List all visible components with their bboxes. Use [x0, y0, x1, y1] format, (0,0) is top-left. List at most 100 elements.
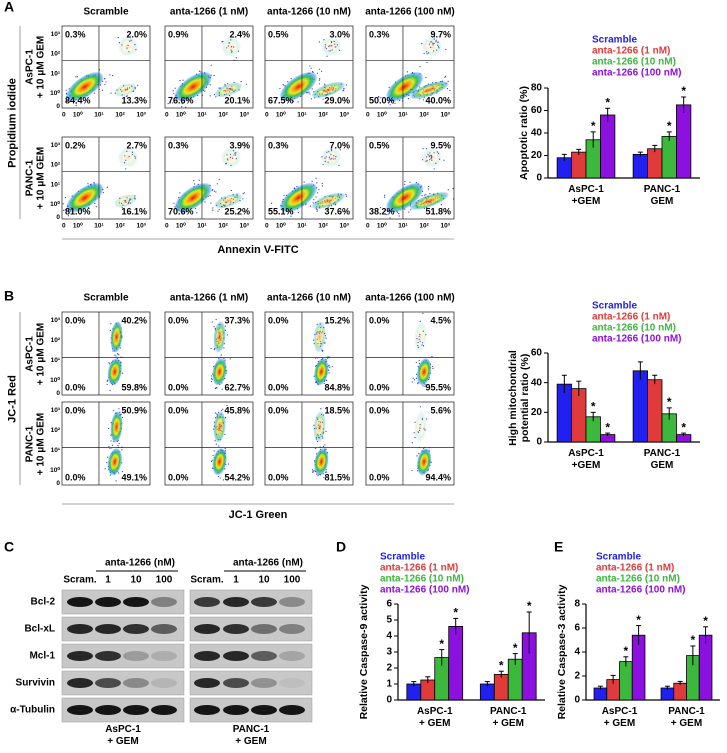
y-tick-label: 10¹: [51, 181, 60, 188]
x-tick-label: 10²: [419, 223, 429, 230]
density-blob: [314, 447, 329, 476]
event-dot: [118, 354, 120, 356]
event-dot: [76, 76, 78, 78]
x-tick-label: AsPC-1 + GEM: [416, 706, 453, 729]
event-dot: [108, 362, 110, 364]
event-dot: [75, 76, 77, 78]
event-dot: [331, 365, 333, 368]
y-tick-label: 2: [574, 671, 580, 682]
x-axis-title: JC-1 Green: [229, 509, 288, 521]
bar: [507, 658, 523, 701]
event-dot: [121, 372, 124, 374]
x-tick-label: 0: [265, 223, 269, 230]
density: [210, 318, 231, 390]
x-tick-label: 10⁰: [176, 222, 186, 230]
y-tick-label: 0: [56, 103, 60, 110]
quadrant-label: 5.6%: [430, 405, 451, 415]
event-dot: [318, 41, 321, 43]
event-dot: [323, 476, 325, 479]
blot-band: [95, 597, 121, 607]
blot-band: [123, 651, 149, 661]
event-dot: [398, 215, 400, 217]
event-dot: [110, 440, 112, 442]
event-dot: [106, 461, 108, 464]
y-tick-label: 10¹: [51, 447, 60, 454]
event-dot: [193, 183, 196, 185]
density-blob: [311, 192, 346, 210]
blot-band: [251, 678, 277, 688]
event-dot: [283, 84, 285, 86]
event-dot: [124, 410, 126, 413]
blot-band: [223, 651, 249, 661]
x-tick-label: 10²: [115, 223, 125, 230]
event-dot: [415, 377, 418, 379]
quadrant-label: 0.0%: [168, 315, 189, 325]
event-dot: [109, 389, 111, 392]
event-dot: [242, 193, 244, 195]
blot-band: [123, 597, 149, 607]
quadrant-label: 49.1%: [121, 472, 147, 482]
quadrant-label: 0.0%: [369, 382, 390, 392]
event-dot: [110, 323, 112, 325]
event-dot: [222, 408, 224, 410]
x-tick-label: 0: [366, 112, 370, 119]
event-dot: [328, 372, 330, 374]
event-dot: [324, 444, 326, 446]
quadrant-label: 7.0%: [329, 140, 350, 150]
event-dot: [125, 95, 127, 98]
event-dot: [279, 87, 281, 90]
treatment-header: anta-1266 (nM): [233, 558, 303, 569]
event-dot: [409, 181, 411, 183]
x-tick-label: 10⁰: [276, 222, 286, 230]
event-dot: [316, 72, 319, 74]
event-dot: [297, 212, 299, 214]
event-dot: [137, 84, 139, 86]
event-dot: [422, 385, 424, 387]
plot-frame: [264, 401, 354, 486]
event-dot: [452, 198, 454, 200]
event-dot: [115, 355, 117, 357]
quadrant-label: 38.2%: [369, 206, 395, 216]
event-dot: [106, 380, 108, 382]
blot-band: [194, 624, 220, 634]
lane-label: 1: [233, 575, 239, 586]
blot-band: [67, 651, 93, 661]
density-blob: [221, 147, 241, 168]
event-dot: [65, 89, 67, 91]
event-dot: [209, 95, 211, 97]
event-dot: [413, 379, 416, 381]
y-tick-label: 1: [386, 679, 392, 690]
event-dot: [325, 337, 327, 339]
event-dot: [387, 101, 389, 103]
event-dot: [109, 329, 111, 331]
y-tick-label: 20: [531, 407, 543, 418]
event-dot: [215, 191, 217, 193]
event-dot: [179, 80, 181, 82]
event-dot: [121, 449, 123, 451]
y-axis-label: Relative Caspase-3 activity: [555, 584, 568, 720]
event-dot: [217, 475, 220, 478]
x-tick-label: 10¹: [297, 112, 306, 119]
quadrant-label: 40.2%: [121, 315, 147, 325]
quadrant-label: 0.0%: [65, 315, 86, 325]
blot-band: [151, 597, 177, 607]
blot-band: [279, 597, 305, 607]
y-tick-label: 6: [574, 623, 580, 634]
y-tick-label: 10²: [51, 337, 61, 344]
event-dot: [211, 189, 213, 192]
quadrant-label: 29.0%: [324, 95, 350, 105]
quadrant-label: 67.5%: [268, 95, 294, 105]
x-tick-label: 10¹: [197, 112, 206, 119]
event-dot: [326, 55, 328, 57]
event-dot: [210, 377, 213, 379]
event-dot: [311, 469, 314, 471]
event-dot: [316, 182, 318, 184]
density-blob: [174, 182, 213, 213]
quadrant-label: 9.7%: [430, 29, 451, 39]
blot-band: [251, 651, 277, 661]
y-tick-label: 20: [531, 150, 543, 161]
lane-label: Scram.: [63, 575, 97, 586]
event-dot: [111, 75, 114, 77]
event-dot: [218, 208, 220, 211]
